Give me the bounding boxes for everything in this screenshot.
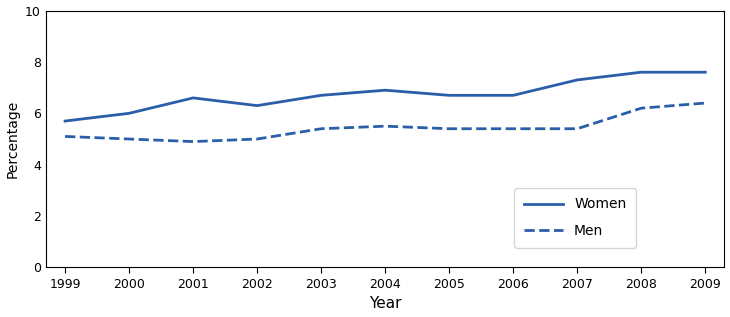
Women: [509, 94, 518, 97]
Women: [253, 104, 261, 107]
Line: Men: Men: [65, 103, 705, 142]
Women: [573, 78, 582, 82]
X-axis label: Year: Year: [369, 296, 402, 311]
Men: [509, 127, 518, 131]
Men: [445, 127, 453, 131]
Men: [189, 140, 198, 144]
Y-axis label: Percentage: Percentage: [6, 100, 20, 178]
Men: [125, 137, 134, 141]
Women: [445, 94, 453, 97]
Men: [381, 124, 390, 128]
Men: [701, 101, 710, 105]
Men: [61, 134, 69, 138]
Women: [637, 70, 645, 74]
Women: [381, 88, 390, 92]
Women: [125, 111, 134, 115]
Women: [189, 96, 198, 100]
Women: [317, 94, 326, 97]
Legend: Women, Men: Women, Men: [515, 188, 636, 248]
Men: [637, 106, 645, 110]
Women: [61, 119, 69, 123]
Men: [317, 127, 326, 131]
Line: Women: Women: [65, 72, 705, 121]
Men: [253, 137, 261, 141]
Women: [701, 70, 710, 74]
Men: [573, 127, 582, 131]
